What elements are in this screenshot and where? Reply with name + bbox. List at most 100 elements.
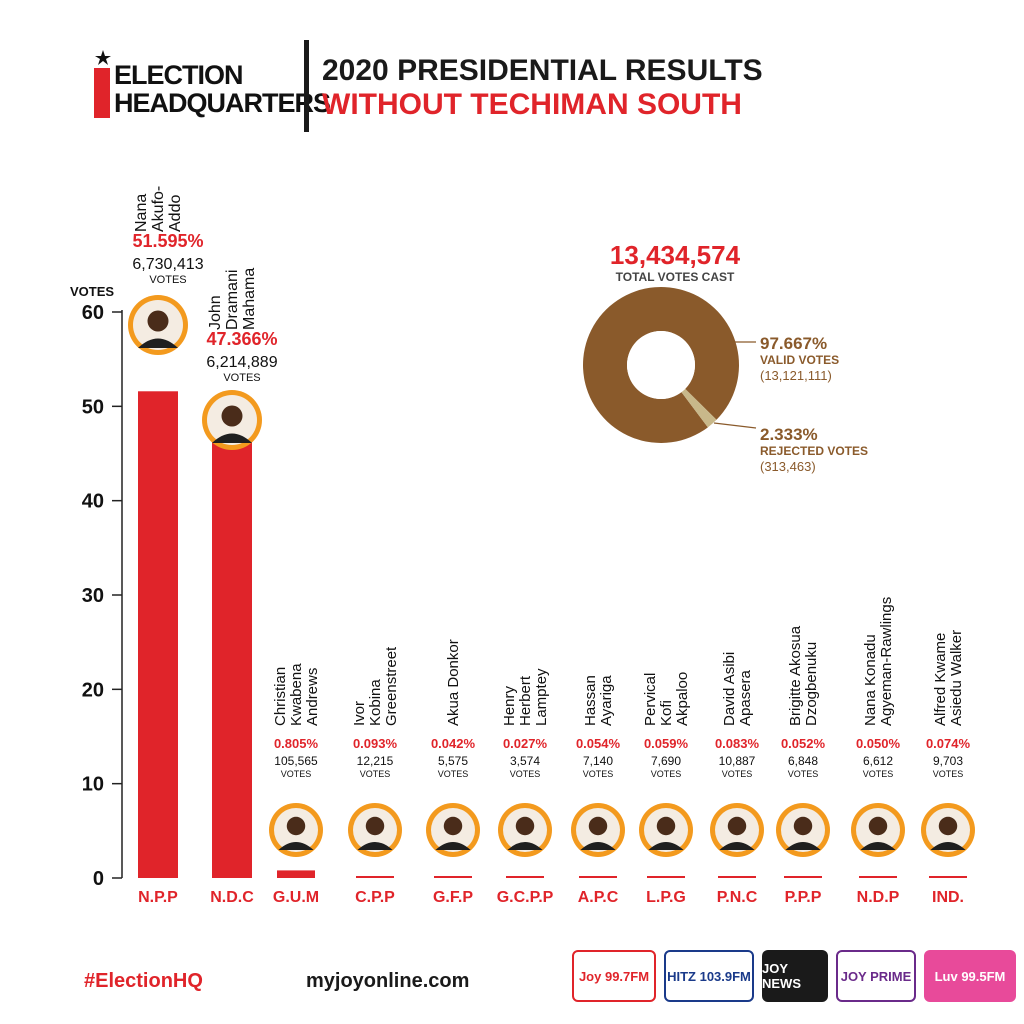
- votes-unit: VOTES: [651, 769, 682, 779]
- portrait-body-icon: [719, 842, 755, 850]
- logo-line1: ELECTION: [114, 60, 244, 90]
- candidate-name: Dramani: [224, 270, 241, 330]
- candidate-name: Pervical: [642, 673, 659, 726]
- rejected-percent: 2.333%: [760, 425, 818, 444]
- votes-unit: VOTES: [583, 769, 614, 779]
- portrait-body-icon: [580, 842, 616, 850]
- category-label: N.D.C: [210, 889, 254, 906]
- candidate-name: Kobina: [367, 679, 384, 726]
- portrait-head-icon: [727, 816, 747, 836]
- percent-label: 0.042%: [431, 736, 476, 751]
- percent-label: 0.093%: [353, 736, 398, 751]
- votes-value: 9,703: [933, 754, 963, 768]
- votes-value: 12,215: [357, 754, 394, 768]
- sponsor-joy-news: JOY NEWS: [762, 950, 828, 1002]
- candidate-name: Christian: [272, 667, 289, 726]
- bar-gum: [277, 870, 315, 878]
- y-tick-label: 60: [82, 302, 104, 324]
- candidate-name: Akufo-: [150, 186, 167, 232]
- percent-label: 0.054%: [576, 736, 621, 751]
- total-votes-label: TOTAL VOTES CAST: [616, 270, 735, 284]
- candidate-name: Apasera: [737, 669, 754, 726]
- category-label: P.N.C: [717, 889, 758, 906]
- category-label: G.F.P: [433, 889, 473, 906]
- candidate-name: Ayariga: [598, 675, 615, 726]
- portrait-head-icon: [515, 816, 535, 836]
- hashtag: #ElectionHQ: [84, 970, 203, 992]
- sponsor-joy-fm: Joy 99.7FM: [572, 950, 656, 1002]
- portrait-body-icon: [212, 433, 252, 443]
- candidate-name: Andrews: [304, 668, 321, 726]
- y-axis-label: VOTES: [70, 284, 114, 299]
- website: myjoyonline.com: [306, 970, 470, 992]
- candidate-name: Addo: [167, 195, 184, 232]
- candidate-name: Dzogbenuku: [803, 642, 820, 726]
- votes-unit: VOTES: [149, 274, 186, 286]
- portrait-body-icon: [138, 338, 178, 348]
- y-tick-label: 50: [82, 396, 104, 418]
- votes-unit: VOTES: [360, 769, 391, 779]
- candidate-name: Greenstreet: [383, 646, 400, 726]
- portrait-head-icon: [868, 816, 888, 836]
- candidate-name: David Asibi: [721, 652, 738, 726]
- percent-label: 0.059%: [644, 736, 689, 751]
- percent-label: 0.052%: [781, 736, 826, 751]
- portrait-head-icon: [656, 816, 676, 836]
- votes-unit: VOTES: [788, 769, 819, 779]
- portrait-head-icon: [588, 816, 608, 836]
- percent-label: 0.050%: [856, 736, 901, 751]
- portrait-body-icon: [435, 842, 471, 850]
- portrait-body-icon: [860, 842, 896, 850]
- y-tick-label: 30: [82, 585, 104, 607]
- portrait-body-icon: [785, 842, 821, 850]
- portrait-body-icon: [507, 842, 543, 850]
- donut-slice-valid: [583, 286, 740, 443]
- title-divider: [304, 40, 309, 132]
- votes-value: 7,140: [583, 754, 613, 768]
- category-label: G.C.P.P: [497, 889, 554, 906]
- votes-unit: VOTES: [438, 769, 469, 779]
- portrait-head-icon: [443, 816, 463, 836]
- votes-unit: VOTES: [933, 769, 964, 779]
- votes-value: 6,214,889: [206, 354, 277, 371]
- bar-ind: [929, 876, 967, 878]
- percent-label: 47.366%: [206, 329, 277, 349]
- votes-value: 105,565: [274, 754, 318, 768]
- bar-ppp: [784, 876, 822, 878]
- candidate-name: Mahama: [241, 268, 258, 330]
- candidate-name: Nana: [133, 194, 150, 232]
- portrait-body-icon: [648, 842, 684, 850]
- sponsor-joy-prime: JOY PRIME: [836, 950, 916, 1002]
- valid-percent: 97.667%: [760, 334, 827, 353]
- candidate-name: Henry: [501, 685, 518, 726]
- logo-mark-icon: [94, 50, 111, 118]
- bar-pnc: [718, 876, 756, 878]
- category-label: N.D.P: [857, 889, 900, 906]
- bar-lpg: [647, 876, 685, 878]
- portrait-head-icon: [938, 816, 958, 836]
- title-line2: WITHOUT TECHIMAN SOUTH: [322, 88, 742, 121]
- portrait-body-icon: [930, 842, 966, 850]
- candidate-name: Ivor: [351, 701, 368, 726]
- bar-ndp: [859, 876, 897, 878]
- votes-value: 3,574: [510, 754, 540, 768]
- candidate-name: Lamptey: [533, 668, 550, 726]
- rejected-label: REJECTED VOTES: [760, 444, 868, 458]
- donut-hole: [627, 331, 695, 399]
- portrait-head-icon: [221, 405, 243, 427]
- bar-cpp: [356, 876, 394, 878]
- portrait-head-icon: [147, 310, 169, 332]
- votes-unit: VOTES: [863, 769, 894, 779]
- candidate-name: Kofi: [658, 700, 675, 726]
- votes-value: 5,575: [438, 754, 468, 768]
- portrait-body-icon: [278, 842, 314, 850]
- percent-label: 0.805%: [274, 736, 319, 751]
- valid-label: VALID VOTES: [760, 353, 839, 367]
- category-label: P.P.P: [785, 889, 822, 906]
- y-tick-label: 20: [82, 679, 104, 701]
- percent-label: 51.595%: [132, 231, 203, 251]
- candidate-name: Nana Konadu: [862, 634, 879, 726]
- candidate-name: Brigitte Akosua: [787, 625, 804, 726]
- votes-unit: VOTES: [510, 769, 541, 779]
